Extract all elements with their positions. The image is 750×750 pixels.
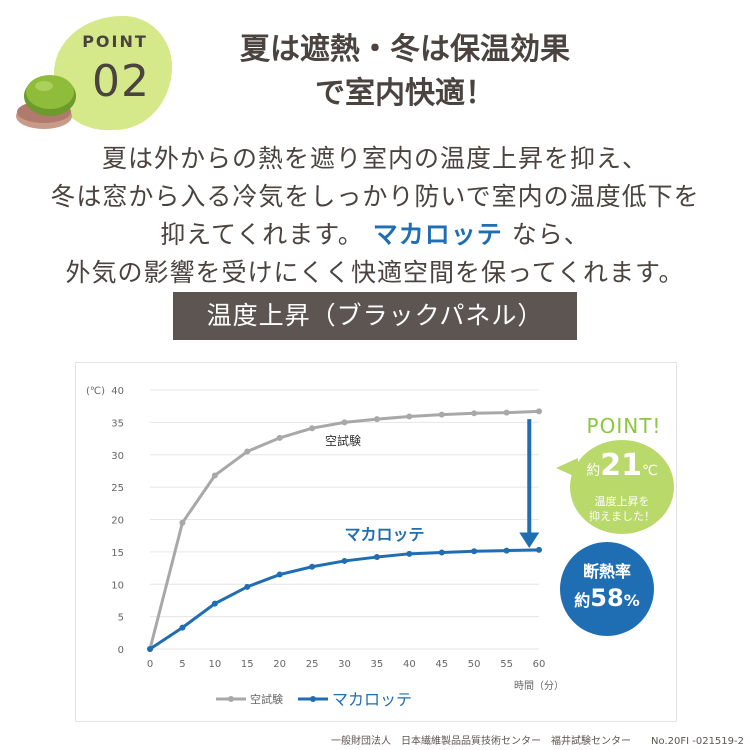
insulation-rate-value: 58 <box>590 584 624 612</box>
y-tick-label: 40 <box>111 386 124 397</box>
badge-number: 02 <box>92 56 150 107</box>
y-tick-label: 35 <box>111 418 124 429</box>
point-callout-line2: 抑えました！ <box>589 510 655 523</box>
difference-arrow-head <box>519 532 540 548</box>
insulation-rate-unit: % <box>623 591 640 610</box>
data-point <box>503 409 510 416</box>
data-point <box>276 571 283 578</box>
data-point <box>244 583 251 590</box>
legend-marker-blank-test <box>228 696 234 702</box>
data-point <box>471 410 478 417</box>
point-callout-unit: ℃ <box>642 463 658 479</box>
description-line3: 抑えてくれます。 マカロッテ なら、 <box>20 216 730 254</box>
data-point <box>211 472 218 479</box>
x-axis-label: 時間（分） <box>514 680 564 692</box>
chart-frame: 0 5 10 15 20 25 30 35 40 0 5 10 15 20 25 30 35 40 45 50 55 60… <box>75 362 677 722</box>
data-point <box>536 546 542 553</box>
data-point <box>438 411 445 418</box>
data-point <box>471 548 478 555</box>
data-point <box>373 416 380 423</box>
point-callout-value-line: 約21℃ <box>570 448 674 483</box>
legend-label-blank-test: 空試験 <box>250 692 283 706</box>
data-point <box>536 408 542 415</box>
brand-name: マカロッテ <box>372 220 503 249</box>
y-unit-label: (℃) <box>86 386 105 397</box>
y-tick-label: 30 <box>111 451 124 462</box>
y-tick-label: 15 <box>111 548 124 559</box>
x-tick-label: 30 <box>338 659 351 670</box>
insulation-rate-prefix: 約 <box>574 591 591 610</box>
series-label-macarotte: マカロッテ <box>345 525 425 544</box>
data-point <box>211 600 218 607</box>
headline-line2: で室内快適！ <box>315 76 495 111</box>
y-tick-label: 20 <box>111 516 124 527</box>
description-line2: 冬は窓から入る冷気をしっかり防いで室内の温度低下を <box>50 182 700 211</box>
data-point <box>373 554 380 561</box>
data-point <box>276 434 283 441</box>
y-tick-label: 10 <box>111 580 124 591</box>
y-tick-label: 0 <box>118 645 124 656</box>
x-tick-label: 15 <box>241 659 254 670</box>
temperature-chart: 0 5 10 15 20 25 30 35 40 0 5 10 15 20 25 30 35 40 45 50 55 60… <box>86 386 564 709</box>
data-point <box>179 624 186 631</box>
data-point <box>147 646 153 652</box>
legend-label-macarotte: マカロッテ <box>332 690 412 709</box>
insulation-rate-badge: 断熱率 約58% <box>560 542 654 636</box>
point-callout-value: 21 <box>600 448 642 483</box>
x-tick-label: 55 <box>500 659 513 670</box>
data-point <box>309 425 316 432</box>
series-label-blank-test: 空試験 <box>325 433 361 448</box>
badge-blob <box>54 16 172 130</box>
macaron-illustration <box>16 75 76 129</box>
x-tick-label: 35 <box>371 659 384 670</box>
x-tick-label: 0 <box>147 659 153 670</box>
section-title: 温度上昇（ブラックパネル） <box>173 292 577 340</box>
data-point <box>179 519 186 526</box>
data-point <box>341 419 348 426</box>
data-point <box>406 550 413 557</box>
headline-line1: 夏は遮熱・冬は保温効果 <box>240 32 570 67</box>
data-point <box>438 549 445 556</box>
test-source-footer: 一般財団法人 日本繊維製品品質技術センター 福井試験センター No.20FI -… <box>331 736 744 747</box>
x-tick-label: 5 <box>179 659 185 670</box>
data-point <box>406 413 413 420</box>
x-tick-label: 10 <box>208 659 221 670</box>
x-tick-label: 50 <box>468 659 481 670</box>
legend-marker-macarotte <box>310 696 316 702</box>
headline: 夏は遮熱・冬は保温効果 で室内快適！ <box>170 28 640 116</box>
data-point <box>341 557 348 564</box>
data-point <box>244 448 251 455</box>
description-line3-post: なら、 <box>511 220 590 249</box>
description: 夏は外からの熱を遮り室内の温度上昇を抑え、 冬は窓から入る冷気をしっかり防いで室… <box>20 140 730 292</box>
description-line4: 外気の影響を受けにくく快適空間を保ってくれます。 <box>65 258 685 287</box>
point-badge: POINT 02 <box>14 14 172 134</box>
description-line3-pre: 抑えてくれます。 <box>160 220 364 249</box>
point-callout-title: POINT! <box>586 414 662 438</box>
y-tick-label: 25 <box>111 483 124 494</box>
x-tick-label: 60 <box>533 659 546 670</box>
badge-label: POINT <box>82 32 148 51</box>
x-tick-label: 20 <box>273 659 286 670</box>
x-tick-label: 25 <box>306 659 319 670</box>
x-tick-label: 45 <box>435 659 448 670</box>
data-point <box>503 547 510 554</box>
insulation-rate-label: 断熱率 <box>582 562 631 581</box>
data-point <box>309 563 316 570</box>
point-callout-text: 温度上昇を 抑えました！ <box>570 494 674 524</box>
x-tick-label: 40 <box>403 659 416 670</box>
point-callout-prefix: 約 <box>586 463 601 479</box>
y-tick-label: 5 <box>118 613 124 624</box>
series-line-macarotte <box>149 548 540 651</box>
insulation-rate-value-line: 約58% <box>560 584 654 612</box>
description-line1: 夏は外からの熱を遮り室内の温度上昇を抑え、 <box>101 144 648 173</box>
point-callout-bubble: 約21℃ 温度上昇を 抑えました！ <box>570 440 674 534</box>
point-callout-line1: 温度上昇を <box>594 495 650 508</box>
